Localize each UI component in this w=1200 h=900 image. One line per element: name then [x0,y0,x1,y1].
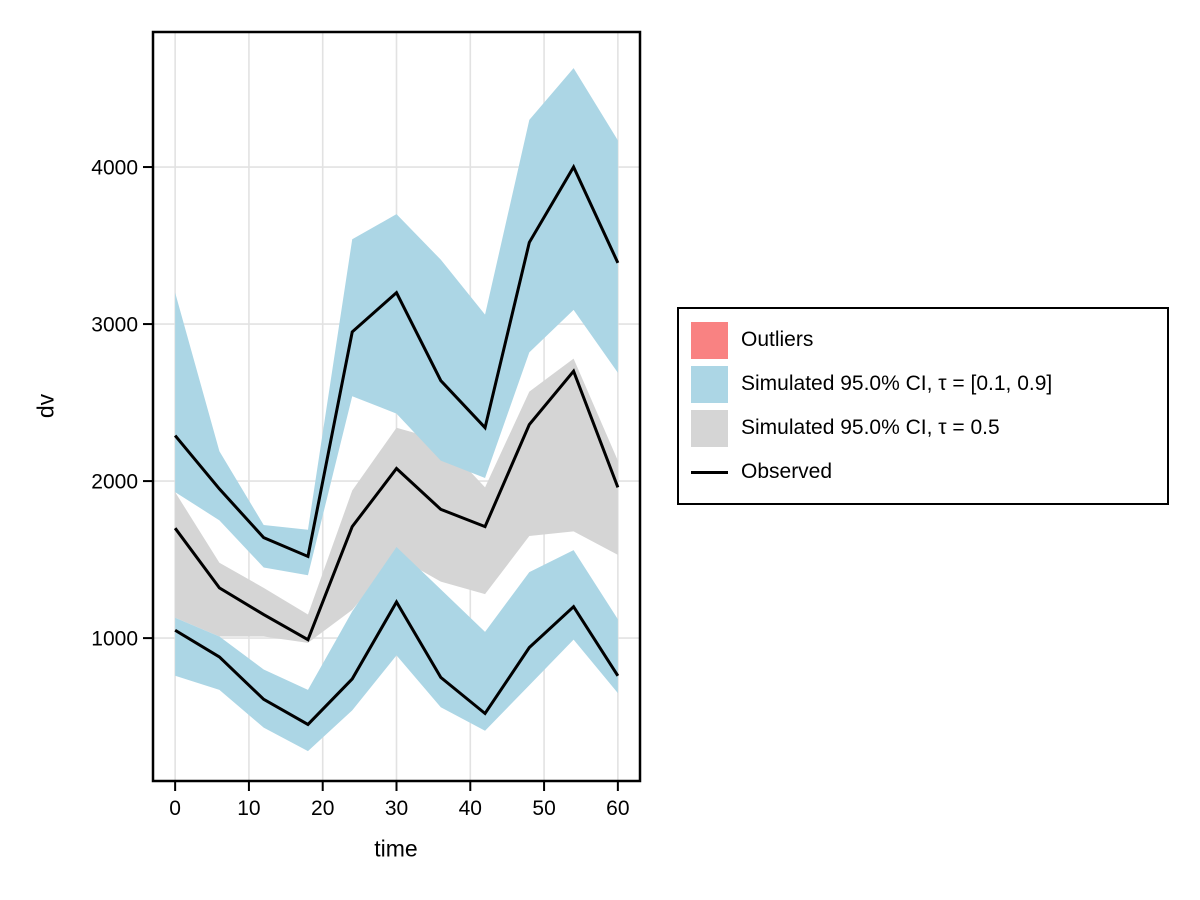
legend-entry-0: Outliers [691,318,1155,362]
observed-line-2 [174,599,620,727]
y-tick-label: 1000 [91,627,138,650]
legend-swatch-icon [691,365,728,403]
ci-bands [175,68,618,752]
observed-line-0 [173,163,620,559]
legend-swatch-icon [691,321,728,359]
x-tick-label: 50 [532,797,555,820]
legend-entry-1: Simulated 95.0% CI, τ = [0.1, 0.9] [691,362,1155,406]
y-axis-label: dv [32,393,59,419]
ci-band-1 [175,68,618,576]
x-tick-label: 20 [311,797,334,820]
x-axis-label: time [374,835,418,862]
x-tick-label: 30 [385,797,408,820]
legend-line-sample [691,470,728,474]
x-tick-label: 40 [459,797,482,820]
legend-label: Simulated 95.0% CI, τ = 0.5 [741,416,1000,439]
observed-lines [173,163,620,727]
legend-line-icon [691,454,728,491]
legend-entry-2: Simulated 95.0% CI, τ = 0.5 [691,406,1155,450]
observed-line-1 [173,368,620,642]
legend: Outliers Simulated 95.0% CI, τ = [0.1, 0.… [677,307,1169,505]
x-tick-label: 0 [169,797,181,820]
ci-band-2 [175,547,618,752]
axis-ticks: 0 10 20 30 40 50 60 1000 2000 3000 4000 [91,156,629,820]
legend-label: Outliers [741,328,814,351]
legend-label: Simulated 95.0% CI, τ = [0.1, 0.9] [741,372,1053,395]
ci-band-0 [175,358,618,643]
legend-entry-3: Observed [691,450,1155,494]
legend-swatch-icon [691,409,728,447]
y-tick-label: 2000 [91,470,138,493]
y-tick-label: 4000 [91,156,138,179]
x-tick-label: 60 [606,797,629,820]
plot-frame [151,30,642,783]
x-tick-label: 10 [237,797,260,820]
y-tick-label: 3000 [91,313,138,336]
legend-label: Observed [741,460,833,483]
